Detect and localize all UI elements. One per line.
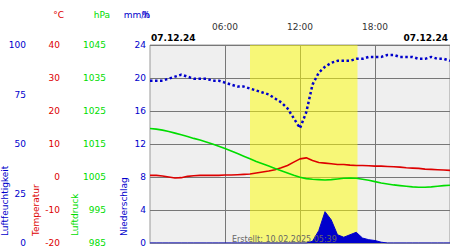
svg-text:75: 75 — [15, 90, 26, 100]
svg-text:16: 16 — [135, 106, 147, 116]
svg-text:Niederschlag: Niederschlag — [119, 177, 129, 236]
svg-text:1045: 1045 — [83, 40, 106, 50]
svg-text:100: 100 — [9, 40, 26, 50]
svg-text:30: 30 — [49, 73, 61, 83]
svg-text:8: 8 — [140, 172, 146, 182]
svg-text:06:00: 06:00 — [212, 22, 238, 32]
svg-text:10: 10 — [49, 139, 61, 149]
svg-text:1005: 1005 — [83, 172, 106, 182]
svg-text:-20: -20 — [45, 238, 60, 248]
svg-text:985: 985 — [89, 238, 106, 248]
svg-text:07.12.24: 07.12.24 — [404, 33, 448, 43]
svg-text:25: 25 — [15, 189, 26, 199]
svg-text:1035: 1035 — [83, 73, 106, 83]
svg-text:24: 24 — [135, 40, 147, 50]
svg-text:Temperatur: Temperatur — [31, 184, 41, 237]
svg-text:Erstellt: 10.02.2025 05:39: Erstellt: 10.02.2025 05:39 — [232, 235, 337, 244]
svg-text:0: 0 — [20, 238, 26, 248]
svg-text:20: 20 — [49, 106, 61, 116]
svg-text:0: 0 — [140, 238, 146, 248]
svg-text:12: 12 — [135, 139, 146, 149]
svg-text:mm/h: mm/h — [124, 10, 150, 20]
svg-text:0: 0 — [54, 172, 60, 182]
svg-text:hPa: hPa — [94, 10, 110, 20]
svg-text:07.12.24: 07.12.24 — [151, 33, 195, 43]
svg-text:°C: °C — [53, 10, 64, 20]
svg-text:1015: 1015 — [83, 139, 106, 149]
svg-text:4: 4 — [140, 205, 146, 215]
svg-text:1025: 1025 — [83, 106, 106, 116]
svg-text:-10: -10 — [45, 205, 60, 215]
svg-text:Luftdruck: Luftdruck — [70, 193, 80, 236]
svg-text:40: 40 — [49, 40, 61, 50]
svg-text:Luftfeuchtigkeit: Luftfeuchtigkeit — [0, 165, 10, 236]
svg-text:12:00: 12:00 — [287, 22, 313, 32]
svg-text:995: 995 — [89, 205, 106, 215]
svg-text:50: 50 — [15, 139, 27, 149]
svg-text:20: 20 — [135, 73, 147, 83]
svg-text:18:00: 18:00 — [362, 22, 388, 32]
